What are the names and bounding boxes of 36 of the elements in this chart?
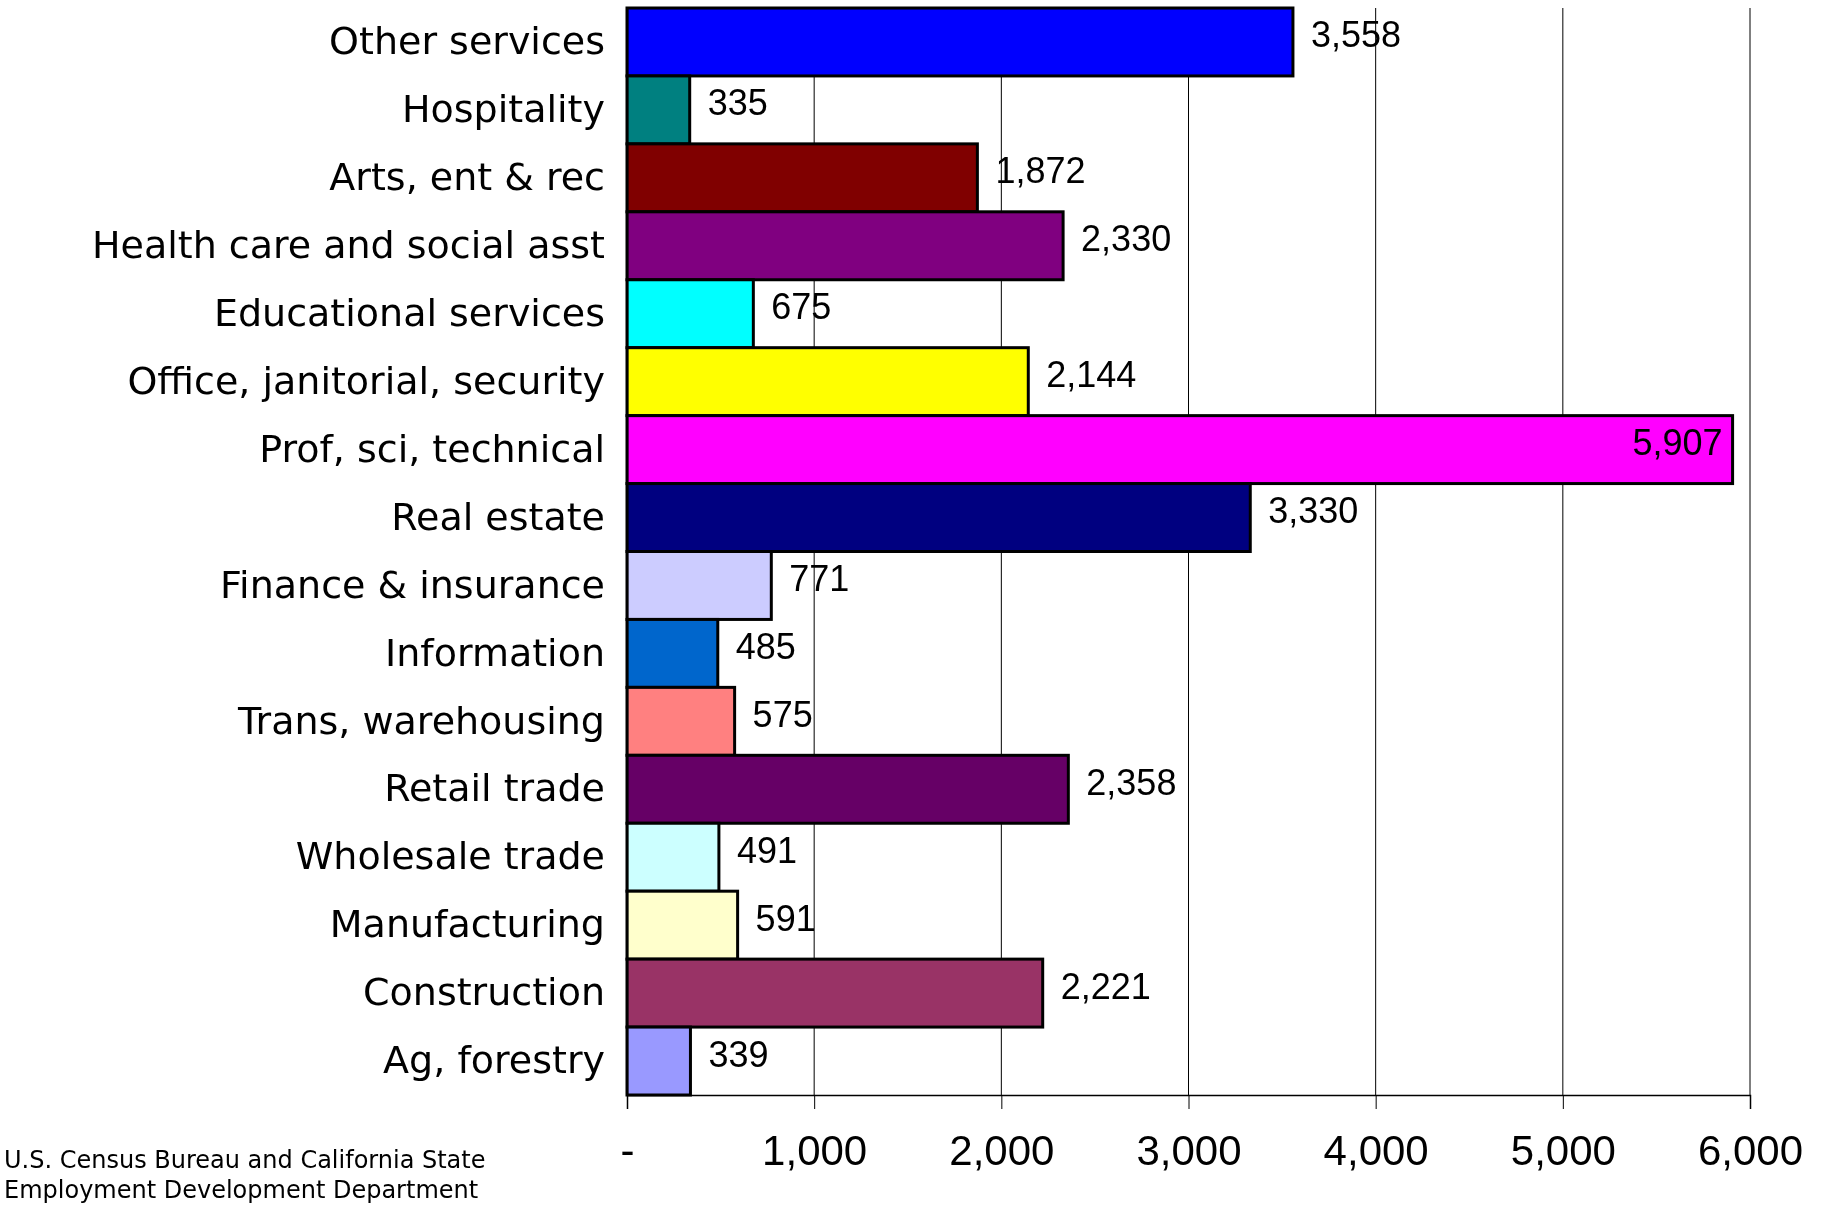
x-tick-label: 1,000 xyxy=(762,1126,868,1174)
x-tick-label: 5,000 xyxy=(1510,1126,1616,1174)
x-tick-label: 3,000 xyxy=(1136,1126,1242,1174)
y-tick-label: Ag, forestry xyxy=(383,1038,605,1083)
y-tick-label: Health care and social asst xyxy=(91,222,605,267)
x-tick-label: 2,000 xyxy=(949,1126,1055,1174)
y-tick-label: Trans, warehousing xyxy=(236,698,605,743)
x-tick-label: - xyxy=(620,1126,635,1174)
data-label: 3,330 xyxy=(1268,490,1359,532)
y-tick-label: Other services xyxy=(329,19,605,64)
y-tick-label: Educational services xyxy=(213,290,605,335)
data-label: 485 xyxy=(735,625,796,667)
y-tick-label: Information xyxy=(385,630,605,675)
data-label: 575 xyxy=(752,693,813,735)
data-label: 5,907 xyxy=(1632,422,1723,464)
data-label: 491 xyxy=(736,829,797,871)
data-label: 335 xyxy=(707,82,768,124)
data-label: 2,358 xyxy=(1086,761,1177,803)
y-tick-label: Real estate xyxy=(391,494,605,539)
y-tick-label: Arts, ent & rec xyxy=(329,155,605,199)
y-tick-label: Construction xyxy=(363,970,605,1015)
y-tick-label: Retail trade xyxy=(384,766,605,811)
data-label: 2,144 xyxy=(1046,354,1137,396)
y-tick-label: Hospitality xyxy=(402,87,605,132)
x-tick-label: 6,000 xyxy=(1697,1126,1804,1174)
x-tick-label: 4,000 xyxy=(1323,1126,1429,1174)
y-tick-label: Office, janitorial, security xyxy=(127,358,605,403)
data-label: 2,330 xyxy=(1081,218,1172,260)
y-tick-label: Manufacturing xyxy=(329,902,605,947)
data-label: 2,221 xyxy=(1060,965,1151,1007)
text: U.S. Census Bureau and California State Employment Development Department xyxy=(4,1146,486,1204)
y-tick-label: Prof, sci, technical xyxy=(259,426,605,471)
y-tick-label: Finance & insurance xyxy=(220,562,605,607)
data-label: 339 xyxy=(708,1033,769,1075)
y-tick-label: Wholesale trade xyxy=(295,834,605,879)
data-label: 591 xyxy=(755,897,816,939)
